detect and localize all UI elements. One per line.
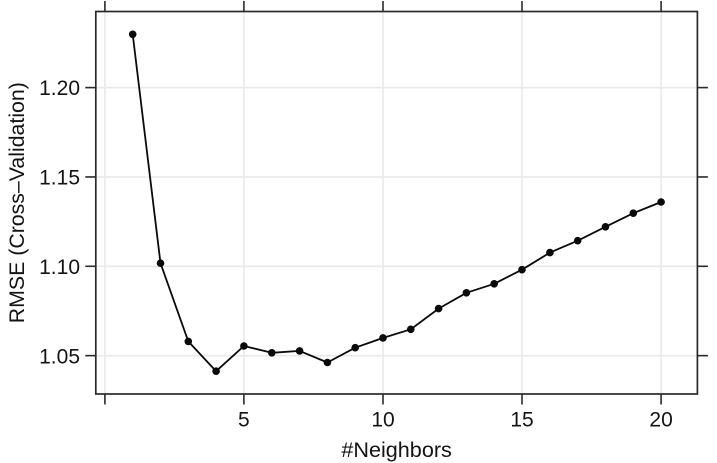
svg-text:1.10: 1.10 (39, 256, 80, 279)
svg-text:5: 5 (238, 408, 250, 431)
svg-text:1.15: 1.15 (39, 167, 80, 190)
svg-text:10: 10 (371, 408, 394, 431)
svg-text:20: 20 (649, 408, 672, 431)
svg-text:#Neighbors: #Neighbors (341, 437, 452, 462)
svg-text:15: 15 (510, 408, 533, 431)
svg-text:1.20: 1.20 (39, 77, 80, 100)
svg-text:1.05: 1.05 (39, 345, 80, 368)
svg-text:RMSE (Cross–Validation): RMSE (Cross–Validation) (5, 82, 29, 323)
